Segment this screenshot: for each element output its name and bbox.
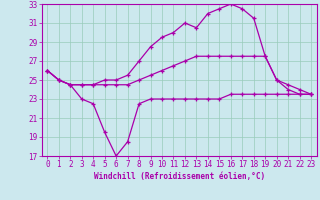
X-axis label: Windchill (Refroidissement éolien,°C): Windchill (Refroidissement éolien,°C)	[94, 172, 265, 181]
